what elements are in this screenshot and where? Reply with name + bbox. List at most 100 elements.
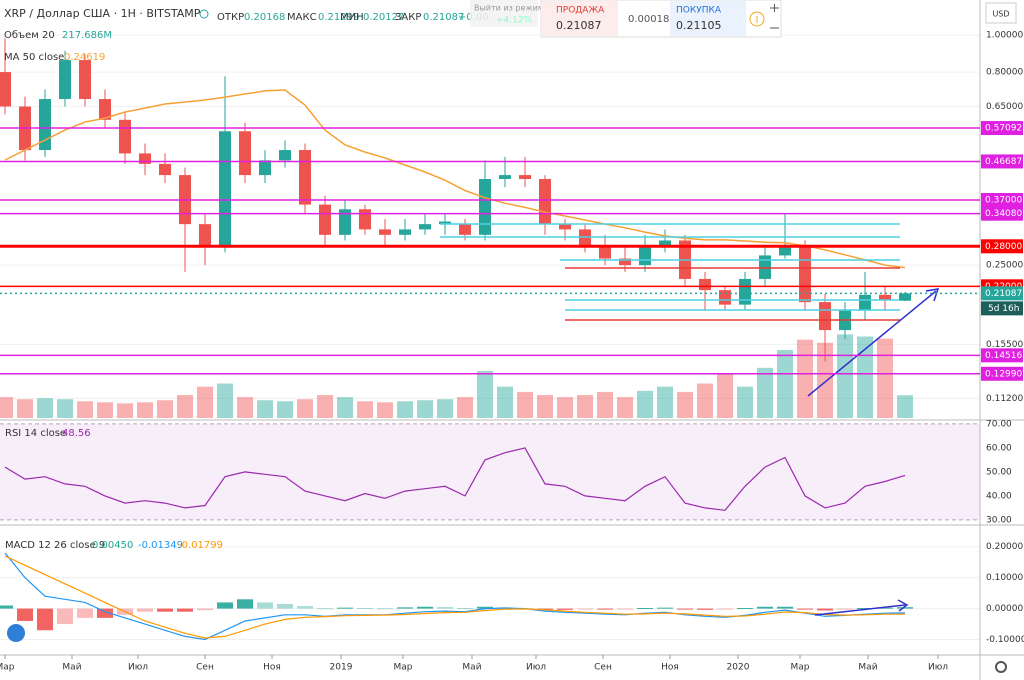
volume-bar: [757, 367, 773, 418]
price-level-label: 0.37000: [985, 196, 1022, 206]
price-level-label: 0.34080: [985, 209, 1022, 219]
candle-body: [359, 209, 371, 230]
volume-bar: [317, 395, 333, 418]
candle-body: [499, 175, 511, 180]
macd-histogram-bar: [697, 608, 713, 610]
settings-icon[interactable]: [995, 661, 1007, 673]
y-tick-label: 30.00: [986, 515, 1012, 525]
y-tick-label: 0.11200: [986, 394, 1023, 404]
status-icon: [199, 9, 209, 19]
macd-histogram-bar: [377, 608, 393, 610]
volume-bar: [657, 386, 673, 418]
macd-histogram-bar: [217, 602, 233, 609]
candle-body: [779, 246, 791, 256]
candle-body: [539, 179, 551, 225]
volume-bar: [397, 401, 413, 418]
y-tick-label: 70.00: [986, 419, 1012, 429]
sell-price[interactable]: 0.21087: [556, 19, 602, 32]
macd-histogram-bar: [897, 607, 913, 609]
candle-body: [219, 131, 231, 247]
macd-histogram-bar: [317, 608, 333, 610]
drawings: [440, 223, 940, 616]
volume-name: Объем 20: [4, 30, 55, 41]
macd-histogram-bar: [477, 606, 493, 609]
macd-histogram-bar: [417, 606, 433, 609]
price-level-label: 0.46687: [985, 157, 1022, 167]
candle-body: [199, 224, 211, 247]
spread: 0.00018: [628, 14, 669, 25]
macd-histogram-bar: [797, 608, 813, 610]
x-tick-label: Май: [858, 663, 877, 673]
symbol-title: XRP / Доллар США · 1H · BITSTAMP: [4, 7, 201, 20]
price-level-label: 0.28000: [985, 242, 1022, 252]
macd-histogram-bar: [237, 599, 253, 609]
macd-histogram-bar: [617, 608, 633, 610]
volume-bar: [0, 397, 13, 418]
ohlc-value: 0.20168: [244, 12, 285, 23]
volume-bar: [157, 400, 173, 418]
volume-bar: [237, 397, 253, 418]
candle-body: [39, 99, 51, 151]
tooltip-text[interactable]: Выйти из режима: [474, 4, 549, 13]
macd-histogram-bar: [877, 607, 893, 609]
y-tick-label: 0.25000: [986, 261, 1023, 271]
price-level-label: 0.57092: [985, 124, 1022, 134]
sell-button[interactable]: [542, 1, 618, 36]
candle-body: [339, 209, 351, 235]
y-tick-label: 0.15500: [986, 340, 1023, 350]
ohlc-name: МАКС: [287, 12, 317, 23]
info-icon[interactable]: [749, 11, 765, 27]
volume-bar: [257, 400, 273, 418]
x-tick-label: Мар: [394, 663, 413, 673]
signal-value: -0.01799: [178, 540, 223, 551]
logo[interactable]: [7, 624, 25, 642]
candle-body: [299, 150, 311, 205]
trend-arrow: [814, 604, 906, 616]
volume-bar: [597, 391, 613, 418]
macd-histogram-bar: [717, 608, 733, 610]
y-tick-label: 0.20000: [986, 542, 1023, 552]
macd-histogram-bar: [397, 607, 413, 609]
buy-button[interactable]: [670, 1, 746, 36]
candle-body: [859, 294, 871, 311]
countdown-badge: [981, 301, 1023, 316]
change-pct: +4.12%: [496, 16, 533, 26]
macd-histogram-bar: [177, 608, 193, 612]
volume-bar: [697, 383, 713, 418]
macd-histogram-bar: [457, 607, 473, 609]
macd-histogram-bar: [0, 605, 13, 609]
rsi-line: [4, 447, 906, 511]
macd-histogram-bar: [657, 607, 673, 609]
rsi-name: RSI 14 close: [5, 428, 66, 439]
currency[interactable]: USD: [992, 10, 1009, 19]
y-tick-label: -0.10000: [986, 635, 1024, 645]
y-tick-label: 50.00: [986, 467, 1012, 477]
volume-bar: [77, 401, 93, 418]
buy-label[interactable]: ПОКУПКА: [676, 6, 722, 16]
volume-bar: [877, 338, 893, 418]
buy-price[interactable]: 0.21105: [676, 19, 722, 32]
x-tick-label: Мар: [0, 663, 15, 673]
volume-bar: [197, 386, 213, 418]
volume-bar: [377, 402, 393, 418]
volume-bar: [17, 399, 33, 418]
candle-body: [459, 224, 471, 235]
arrow-head: [897, 599, 909, 612]
macd-histogram-bar: [837, 608, 853, 610]
macd-histogram-bar: [337, 607, 353, 609]
candle-body: [879, 294, 891, 300]
tooltip: [470, 0, 538, 27]
volume-bar: [37, 398, 53, 418]
volume-bar: [477, 370, 493, 418]
x-tick-label: Сен: [196, 663, 214, 673]
signal-line: [4, 555, 905, 639]
macd-line: [4, 552, 906, 641]
plot-area: [0, 34, 980, 641]
volume-bar: [617, 397, 633, 418]
currency-box[interactable]: [985, 2, 1017, 24]
y-tick-label: 40.00: [986, 491, 1012, 501]
sell-label[interactable]: ПРОДАЖА: [556, 6, 605, 16]
candle-body: [739, 278, 751, 305]
y-tick-label: 1.00000: [986, 31, 1023, 41]
